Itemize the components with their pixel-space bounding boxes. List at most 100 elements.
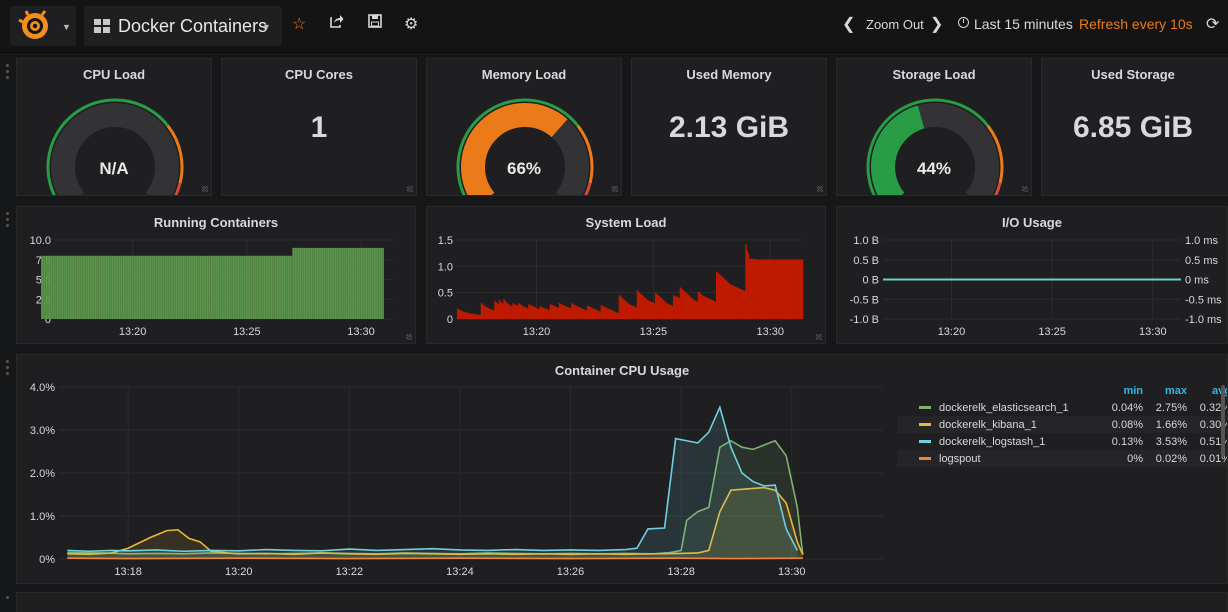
legend-header-max[interactable]: max bbox=[1143, 385, 1187, 399]
y-tick-label: 0 B bbox=[862, 275, 879, 287]
gauge-value: 66% bbox=[427, 159, 621, 179]
y2-tick-label: 0 ms bbox=[1185, 275, 1209, 287]
series-min: 0.04% bbox=[1099, 402, 1143, 414]
top-navbar: ▼ Docker Containers ▼ ☆ ⚙ ❮ Zoom Out ❯ L… bbox=[0, 0, 1228, 53]
y-tick-label: 0.5 B bbox=[853, 255, 879, 267]
gear-icon[interactable]: ⚙ bbox=[404, 14, 418, 34]
series-max: 2.75% bbox=[1143, 402, 1187, 414]
series-name[interactable]: logspout bbox=[939, 453, 1099, 465]
y-tick-label: -1.0 B bbox=[850, 314, 879, 326]
row-drag-handle[interactable] bbox=[6, 360, 9, 378]
grafana-menu-button[interactable]: ▼ bbox=[10, 6, 76, 46]
resize-handle[interactable] bbox=[817, 186, 823, 192]
resize-handle[interactable] bbox=[406, 334, 412, 340]
dashboard-grid-icon bbox=[94, 19, 110, 33]
series-max: 0.02% bbox=[1143, 453, 1187, 465]
grafana-logo-icon bbox=[18, 10, 52, 42]
y-tick-label: 10.0 bbox=[30, 235, 51, 247]
refresh-interval-label[interactable]: Refresh every 10s bbox=[1079, 16, 1193, 32]
resize-handle[interactable] bbox=[816, 334, 822, 340]
legend-item[interactable]: dockerelk_kibana_1 0.08% 1.66% 0.30% bbox=[897, 416, 1228, 433]
x-tick-label: 13:30 bbox=[347, 326, 375, 338]
y-tick-label: -0.5 B bbox=[850, 294, 879, 306]
row-drag-handle[interactable] bbox=[6, 212, 9, 230]
row-drag-handle[interactable] bbox=[6, 64, 9, 82]
x-tick-label: 13:18 bbox=[114, 566, 142, 578]
gauge-track bbox=[63, 115, 167, 196]
y-tick-label: 0 bbox=[447, 314, 453, 326]
series-swatch[interactable] bbox=[919, 440, 931, 443]
series-max: 3.53% bbox=[1143, 436, 1187, 448]
resize-handle[interactable] bbox=[1022, 186, 1028, 192]
resize-handle[interactable] bbox=[407, 186, 413, 192]
resize-handle[interactable] bbox=[612, 186, 618, 192]
chevron-down-icon: ▼ bbox=[62, 22, 71, 32]
series-name[interactable]: dockerelk_logstash_1 bbox=[939, 436, 1099, 448]
x-tick-label: 13:20 bbox=[523, 326, 551, 338]
panel-title: Used Storage bbox=[1042, 67, 1224, 82]
legend-header-min[interactable]: min bbox=[1099, 385, 1143, 399]
zoom-out-button[interactable]: Zoom Out bbox=[866, 17, 924, 32]
legend-scrollbar[interactable] bbox=[1221, 385, 1225, 457]
panel-storage-load: Storage Load 44% bbox=[836, 58, 1032, 196]
y-tick-label: 1.5 bbox=[438, 235, 453, 247]
panel-running-containers: Running Containers 10.07.55.02.5013:2013… bbox=[16, 206, 416, 344]
series-name[interactable]: dockerelk_kibana_1 bbox=[939, 419, 1099, 431]
bar bbox=[802, 259, 803, 319]
panel-cpu-cores: CPU Cores 1 bbox=[221, 58, 417, 196]
resize-handle[interactable] bbox=[202, 186, 208, 192]
panel-title: Used Memory bbox=[632, 67, 826, 82]
panel-title: CPU Cores bbox=[222, 67, 416, 82]
gauge-value: 44% bbox=[837, 159, 1031, 179]
stat-value: 1 bbox=[222, 111, 416, 145]
panel-used-storage: Used Storage 6.85 GiB bbox=[1041, 58, 1228, 196]
star-icon[interactable]: ☆ bbox=[292, 14, 306, 34]
panel-next-row bbox=[16, 592, 1228, 612]
x-tick-label: 13:24 bbox=[446, 566, 474, 578]
legend-item[interactable]: dockerelk_elasticsearch_1 0.04% 2.75% 0.… bbox=[897, 399, 1228, 416]
time-range-picker[interactable]: Last 15 minutes bbox=[974, 16, 1073, 32]
row-drag-handle[interactable] bbox=[6, 596, 9, 602]
y-tick-label: 1.0 B bbox=[853, 235, 879, 247]
gauge-value-arc bbox=[883, 117, 921, 196]
panel-used-memory: Used Memory 2.13 GiB bbox=[631, 58, 827, 196]
x-tick-label: 13:20 bbox=[225, 566, 253, 578]
x-tick-label: 13:20 bbox=[119, 326, 147, 338]
clock-icon bbox=[958, 17, 969, 28]
share-icon[interactable] bbox=[330, 14, 344, 33]
y2-tick-label: -1.0 ms bbox=[1185, 314, 1222, 326]
save-icon[interactable] bbox=[368, 14, 382, 33]
legend-item[interactable]: dockerelk_logstash_1 0.13% 3.53% 0.51% bbox=[897, 433, 1228, 450]
x-tick-label: 13:28 bbox=[667, 566, 695, 578]
series-swatch[interactable] bbox=[919, 457, 931, 460]
series-min: 0.13% bbox=[1099, 436, 1143, 448]
refresh-icon[interactable]: ⟳ bbox=[1206, 14, 1219, 34]
series-swatch[interactable] bbox=[919, 406, 931, 409]
y2-tick-label: -0.5 ms bbox=[1185, 294, 1222, 306]
y-tick-label: 0.5 bbox=[438, 288, 453, 300]
chevron-down-icon: ▼ bbox=[262, 22, 271, 32]
series-name[interactable]: dockerelk_elasticsearch_1 bbox=[939, 402, 1099, 414]
chevron-left-icon[interactable]: ❮ bbox=[842, 14, 855, 34]
dashboard-picker-button[interactable]: Docker Containers ▼ bbox=[84, 6, 282, 46]
chevron-right-icon[interactable]: ❯ bbox=[930, 14, 943, 34]
legend-header: min max avg bbox=[897, 385, 1228, 399]
series-max: 1.66% bbox=[1143, 419, 1187, 431]
x-tick-label: 13:30 bbox=[1139, 326, 1167, 338]
y-tick-label: 1.0 bbox=[438, 261, 453, 273]
x-tick-label: 13:20 bbox=[938, 326, 966, 338]
series-swatch[interactable] bbox=[919, 423, 931, 426]
y2-tick-label: 1.0 ms bbox=[1185, 235, 1219, 247]
x-tick-label: 13:25 bbox=[1038, 326, 1066, 338]
x-tick-label: 13:26 bbox=[557, 566, 585, 578]
legend-item[interactable]: logspout 0% 0.02% 0.01% bbox=[897, 450, 1228, 467]
panel-container-cpu-usage: Container CPU Usage 4.0%3.0%2.0%1.0%0%13… bbox=[16, 354, 1228, 584]
io-usage-chart: 1.0 B 0.5 B 0 B -0.5 B -1.0 B 13:20 13:25 13:30… bbox=[837, 207, 1228, 344]
y-tick-label: 1.0% bbox=[30, 511, 55, 523]
stat-value: 6.85 GiB bbox=[1042, 111, 1224, 145]
y-tick-label: 0% bbox=[39, 554, 55, 566]
